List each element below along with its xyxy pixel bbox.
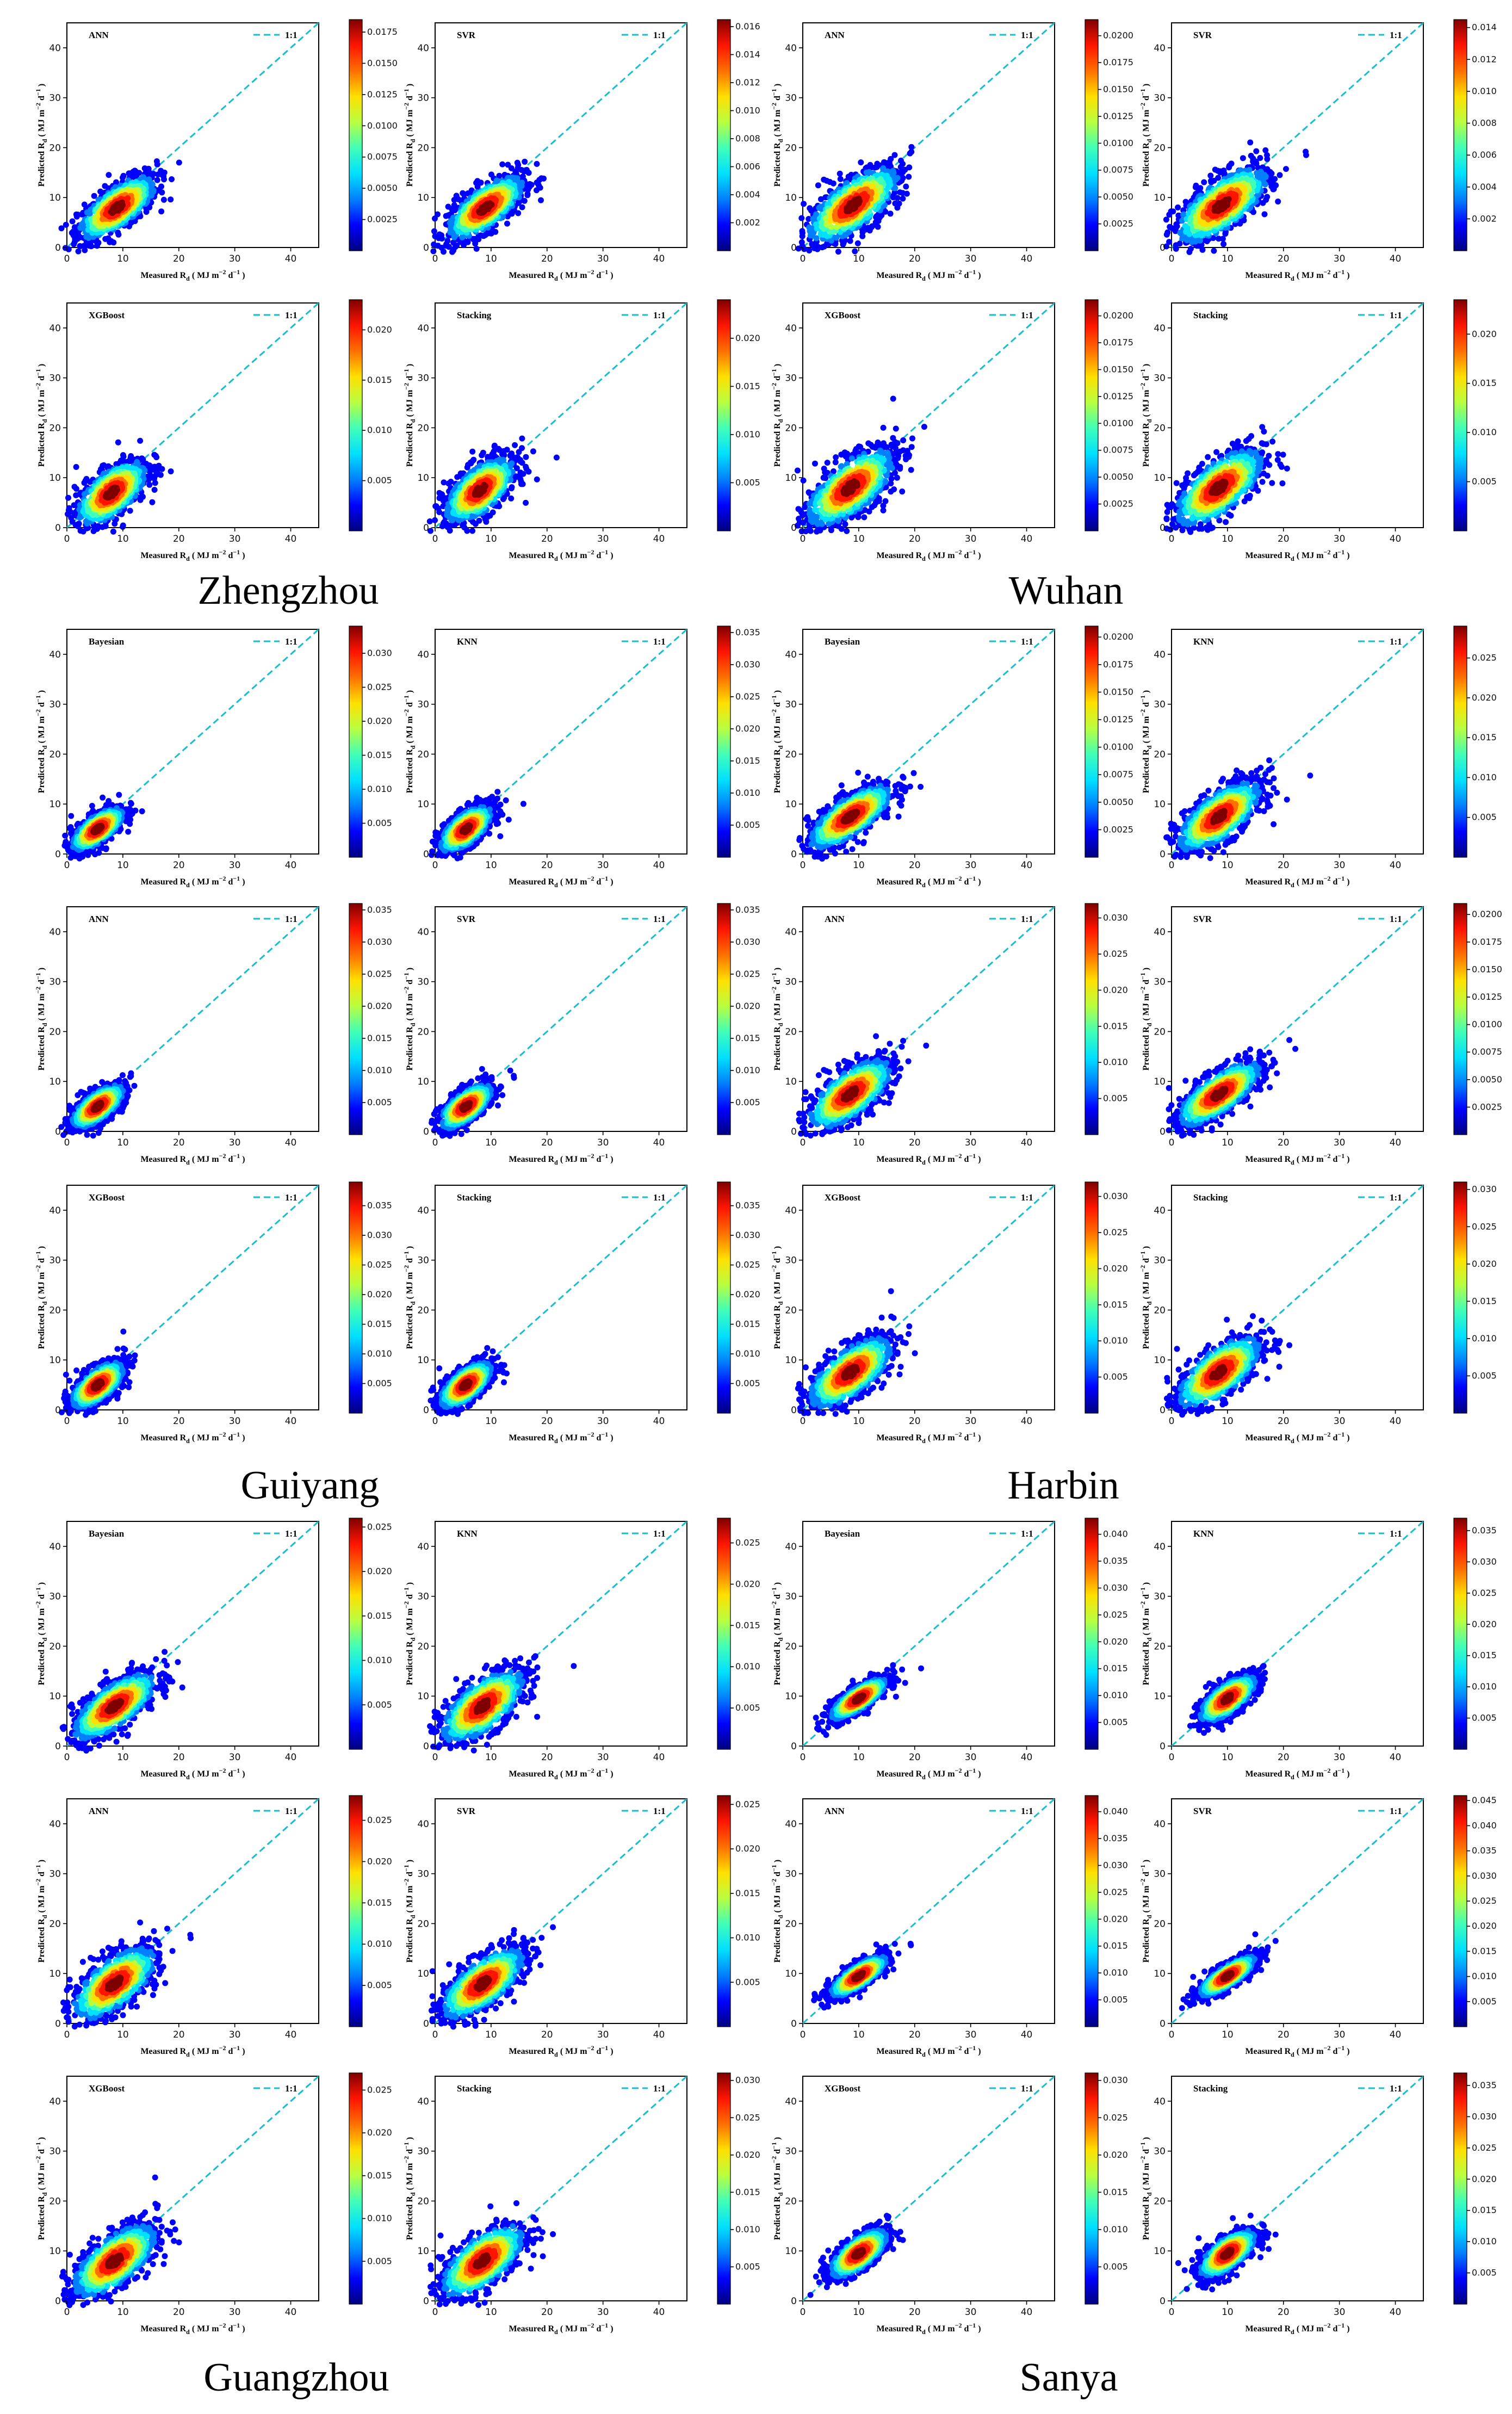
colorbar-tick-label: 0.0150	[367, 58, 398, 68]
x-axis-label: Measured Rd ( MJ m−2 d−1 )	[140, 268, 245, 282]
scatter-point	[102, 236, 108, 242]
scatter-point	[74, 214, 80, 220]
figure-svg: 00 10 10 20 20 30 30 40 40 ANN 1:1 Measured Rd ( MJ…	[0, 0, 1512, 2414]
x-tick-label: 30	[229, 253, 241, 264]
scatter-point	[154, 162, 160, 168]
legend-label: 1:1	[285, 30, 298, 40]
colorbar-tick-label: 0.0100	[367, 120, 398, 131]
scatter-point	[534, 187, 540, 193]
scatter-point	[169, 176, 175, 182]
y-tick-label: 0	[55, 243, 61, 253]
scatter-point	[154, 177, 160, 183]
figure: 0 0 10 10 20 20 30 30 40 40 ANN 1:1 Measured Rd ( MJ…	[0, 0, 1512, 2414]
y-axis-label: Predicted Rd ( MJ m−2 d−1 )	[34, 84, 48, 187]
scatter-point	[70, 218, 76, 224]
scatter-point	[176, 159, 182, 165]
scatter-point	[522, 159, 528, 165]
y-tick-label: 30	[49, 93, 61, 104]
scatter-point	[161, 197, 167, 203]
y-tick-label: 40	[49, 43, 61, 54]
scatter-point	[534, 161, 540, 167]
scatter-point	[63, 222, 69, 228]
scatter-point	[106, 172, 111, 178]
scatter-point	[168, 196, 173, 202]
model-title: ANN	[89, 30, 109, 40]
scatter-point	[504, 221, 510, 227]
colorbar-tick-label: 0.0025	[367, 214, 398, 225]
y-tick-label: 10	[49, 193, 61, 203]
scatter-point	[431, 228, 437, 234]
scatter-point	[538, 197, 544, 203]
scatter-point	[499, 162, 505, 168]
colorbar-tick-label: 0.0075	[367, 152, 398, 162]
scatter-points	[59, 158, 182, 255]
y-tick-label: 20	[49, 143, 61, 153]
scatter-points	[430, 159, 547, 255]
x-tick-label: 0	[64, 253, 70, 264]
x-tick-label: 10	[117, 253, 129, 264]
colorbar-tick-label: 0.0125	[367, 89, 398, 100]
scatter-point	[158, 208, 164, 214]
scatter-point	[474, 246, 480, 252]
x-tick-label: 20	[173, 253, 185, 264]
colorbar	[349, 20, 362, 251]
scatter-point	[534, 179, 540, 185]
scatter-point	[114, 205, 120, 211]
scatter-point	[432, 215, 438, 221]
colorbar-tick-label: 0.0175	[367, 27, 398, 37]
colorbar-tick-label: 0.0050	[367, 183, 398, 193]
panel-zhengzhou-ann: 00 10 10 20 20 30 30 40 40 ANN 1:1 Measured Rd ( MJ…	[34, 20, 398, 282]
x-tick-label: 40	[285, 253, 297, 264]
